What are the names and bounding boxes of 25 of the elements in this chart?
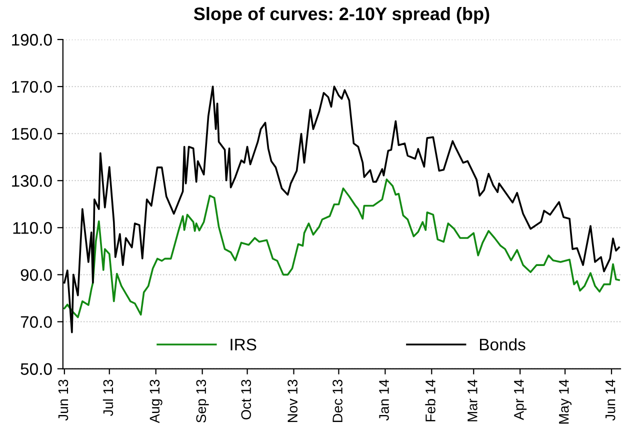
y-tick-label: 170.0 [12, 80, 52, 93]
y-tick-label: 70.0 [20, 316, 52, 328]
x-tick-label: Apr 14 [514, 380, 527, 420]
x-tick-label: May 14 [559, 380, 572, 424]
legend-label: IRS [230, 338, 256, 350]
y-tick-label: 50.0 [20, 363, 52, 375]
y-tick-label: 110.0 [13, 222, 52, 234]
x-tick-label: Aug 13 [150, 380, 162, 424]
chart-title: Slope of curves: 2-10Y spread (bp) [194, 6, 490, 24]
x-tick-label: Mar 14 [468, 380, 478, 422]
x-tick-label: Sep 13 [196, 380, 209, 423]
x-tick-label: Oct 13 [241, 380, 252, 420]
x-tick-label: Dec 13 [332, 380, 342, 422]
y-tick-label: 150.0 [12, 128, 52, 140]
x-tick-label: Jun 13 [58, 380, 68, 421]
y-tick-label: 130.0 [12, 175, 52, 187]
line-series [64, 178, 620, 318]
x-tick-label: Jun 14 [606, 380, 616, 421]
y-tick-label: 190.0 [12, 34, 52, 46]
x-tick-label: Nov 13 [288, 380, 298, 422]
legend-label: Bonds [480, 338, 526, 350]
x-tick-label: Jul 13 [102, 380, 114, 416]
y-tick-label: 90.0 [20, 269, 52, 281]
x-tick-label: Jan 14 [379, 380, 389, 421]
x-tick-label: Feb 14 [425, 380, 436, 422]
